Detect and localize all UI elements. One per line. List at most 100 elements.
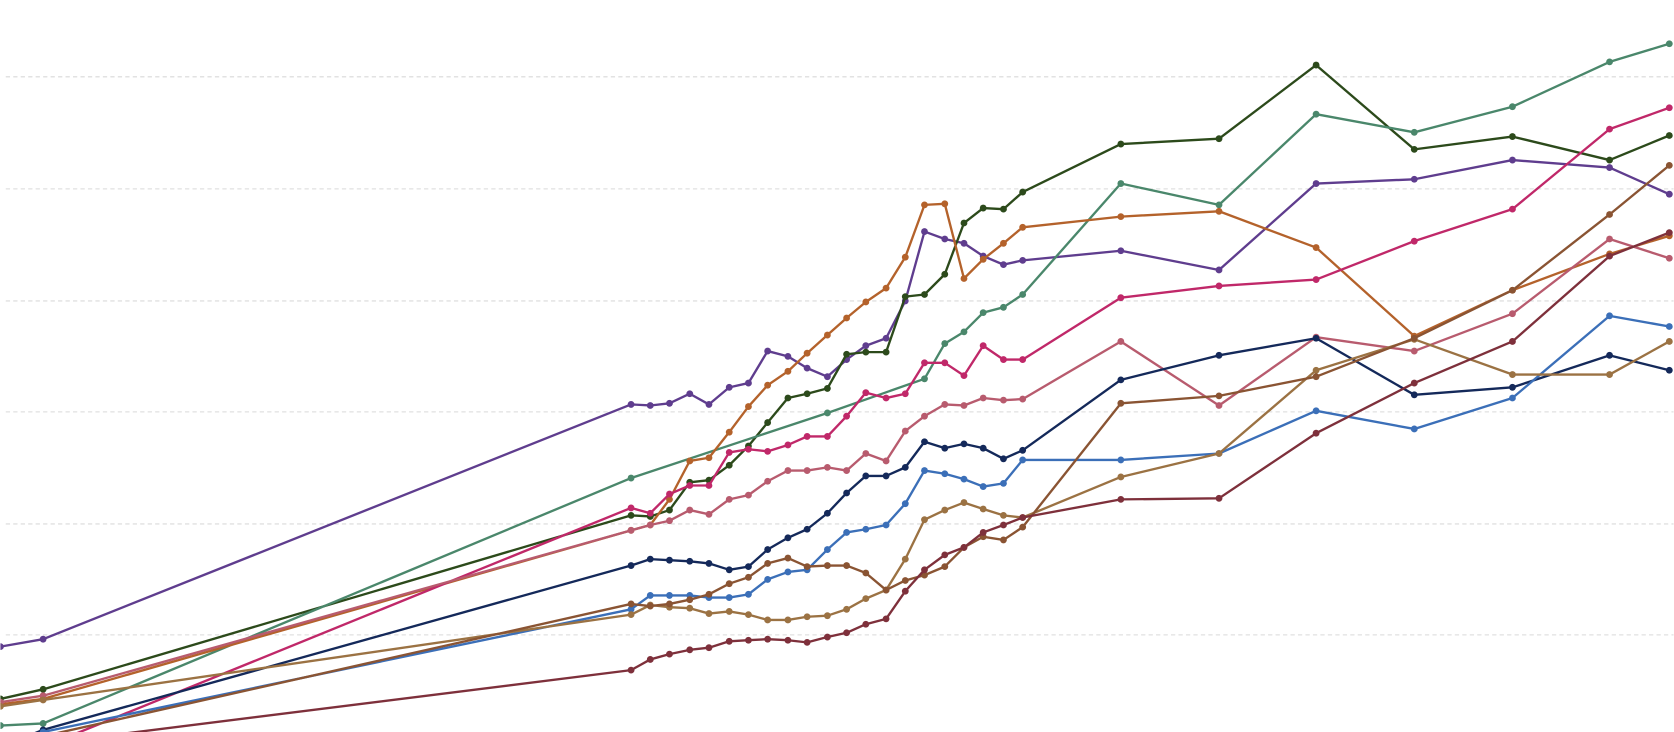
plot-area — [0, 40, 1673, 732]
data-point — [1215, 402, 1223, 409]
data-point — [803, 349, 811, 357]
data-point — [745, 636, 752, 644]
data-point — [686, 557, 694, 565]
data-point — [1312, 61, 1320, 69]
data-point — [627, 511, 635, 519]
data-point — [666, 506, 673, 514]
data-point — [705, 590, 713, 598]
data-point — [823, 331, 831, 339]
data-point — [1509, 310, 1516, 318]
data-point — [1665, 254, 1673, 262]
data-point — [823, 463, 831, 471]
data-point — [745, 403, 752, 410]
data-point — [627, 504, 635, 512]
data-point — [862, 389, 870, 397]
data-point — [960, 239, 968, 247]
series — [0, 156, 1673, 651]
data-point — [1117, 473, 1125, 481]
data-point — [960, 440, 968, 448]
data-point — [1312, 110, 1320, 118]
data-point — [1215, 201, 1223, 209]
data-point — [1215, 392, 1223, 400]
data-point — [666, 517, 673, 525]
data-point — [1410, 334, 1418, 342]
data-point — [901, 390, 909, 398]
data-point — [803, 390, 811, 398]
data-point — [764, 477, 772, 485]
data-point — [960, 275, 968, 282]
data-point — [1000, 396, 1007, 404]
data-point — [941, 444, 949, 452]
data-point — [941, 270, 949, 278]
data-point — [1509, 383, 1516, 391]
data-point — [823, 384, 831, 392]
data-point — [1312, 180, 1320, 187]
data-point — [901, 427, 909, 435]
data-point — [705, 644, 713, 652]
data-point — [862, 450, 870, 457]
data-point — [1000, 205, 1007, 213]
data-point — [705, 510, 713, 518]
data-point — [1410, 128, 1418, 136]
data-point — [862, 620, 870, 628]
data-point — [979, 483, 987, 490]
series — [127, 229, 1673, 732]
data-point — [1312, 373, 1320, 381]
data-point — [764, 616, 772, 624]
data-point — [862, 525, 870, 533]
data-point — [1000, 479, 1007, 487]
data-point — [666, 495, 673, 503]
data-point — [882, 284, 890, 292]
data-point — [686, 506, 694, 514]
data-point — [921, 375, 928, 383]
data-point — [1665, 161, 1673, 169]
data-point — [823, 612, 831, 620]
data-point — [921, 516, 928, 524]
data-point — [725, 449, 733, 456]
data-point — [686, 482, 694, 489]
data-point — [823, 546, 831, 553]
data-point — [39, 696, 47, 704]
data-point — [725, 594, 733, 601]
data-point — [686, 390, 694, 398]
data-point — [1019, 514, 1027, 521]
data-point — [1117, 140, 1125, 148]
data-point — [901, 293, 909, 301]
data-point — [843, 314, 851, 322]
series — [0, 61, 1673, 703]
data-point — [1410, 391, 1418, 399]
data-point — [979, 505, 987, 513]
data-point — [979, 204, 987, 212]
data-point — [646, 602, 654, 610]
data-point — [843, 489, 851, 497]
data-point — [1000, 511, 1007, 519]
data-point — [1312, 334, 1320, 342]
data-point — [1215, 494, 1223, 502]
data-point — [1606, 164, 1613, 171]
data-point — [764, 347, 772, 355]
data-point — [764, 635, 772, 643]
data-point — [1509, 286, 1516, 294]
data-point — [1000, 239, 1007, 247]
data-point — [921, 291, 928, 298]
data-point — [960, 475, 968, 483]
data-point — [941, 340, 949, 348]
data-point — [1606, 371, 1613, 378]
data-point — [1606, 351, 1613, 359]
data-point — [725, 608, 733, 615]
data-point — [1509, 133, 1516, 140]
data-point — [1000, 455, 1007, 463]
data-point — [882, 521, 890, 529]
data-point — [843, 605, 851, 613]
data-point — [941, 400, 949, 408]
data-point — [1019, 223, 1027, 231]
data-point — [646, 521, 654, 529]
data-point — [1019, 188, 1027, 196]
data-point — [901, 587, 909, 595]
data-point — [843, 562, 851, 569]
data-point — [1606, 235, 1613, 243]
data-point — [901, 253, 909, 261]
data-point — [784, 352, 792, 360]
